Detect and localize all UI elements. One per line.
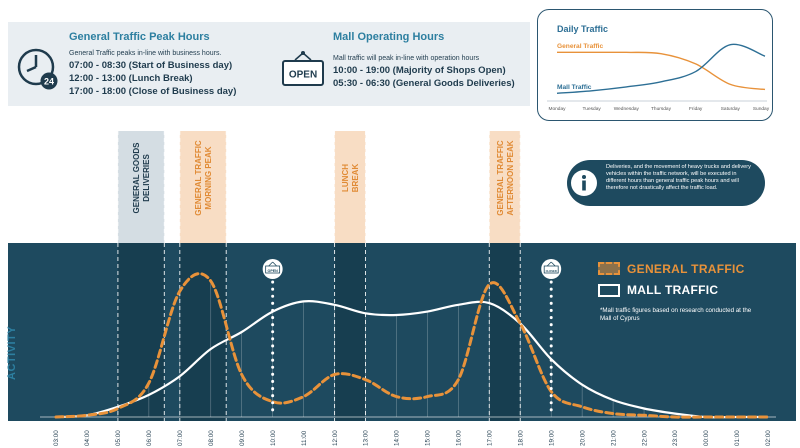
- x-tick-label: 12:00: [332, 430, 339, 446]
- mini-x-tick-label: Tuesday: [583, 106, 602, 112]
- x-tick-label: 11:00: [301, 430, 308, 446]
- mall-traffic-line: [55, 300, 768, 419]
- x-tick-label: 01:00: [734, 430, 741, 446]
- mini-x-tick-label: Friday: [689, 106, 703, 112]
- band-label-group: GENERAL TRAFFIC MORNING PEAK: [194, 140, 213, 216]
- sign-icon: [262, 259, 283, 279]
- legend-label-general: GENERAL TRAFFIC: [627, 262, 745, 276]
- peak-hours-line: 12:00 - 13:00 (Lunch Break): [69, 73, 193, 84]
- band-label: BREAK: [351, 164, 360, 193]
- peak-hours-line: 17:00 - 18:00 (Close of Business day): [69, 86, 237, 97]
- x-tick-label: 05:00: [115, 430, 122, 446]
- band-label: LUNCH: [341, 164, 350, 192]
- sign-icon-board: [543, 265, 559, 274]
- mini-general-traffic-line: [557, 51, 766, 91]
- daily-traffic-card: [537, 9, 773, 121]
- time-band-column: [489, 243, 521, 421]
- band-label-group: GENERAL TRAFFIC AFTERNOON PEAK: [496, 140, 515, 216]
- x-tick-label: 06:00: [146, 430, 153, 446]
- open-sign-text: OPEN: [289, 70, 317, 81]
- daily-traffic-chart: Daily Traffic General Traffic Mall Traffic…: [547, 24, 770, 112]
- x-tick-label: 17:00: [487, 430, 494, 446]
- info-text: Deliveries, and the movement of heavy tr…: [606, 164, 751, 191]
- sign-icon-hanger: [268, 261, 273, 267]
- info-band: [8, 22, 530, 106]
- mini-x-tick-label: Monday: [548, 106, 566, 112]
- mini-x-tick-label: Wednesday: [614, 106, 640, 112]
- sign-icon-hanger: [272, 261, 277, 267]
- mall-hours-line: 10:00 - 19:00 (Majority of Shops Open): [333, 65, 506, 76]
- sign-icon-board: [265, 265, 281, 274]
- x-tick-label: 10:00: [270, 430, 277, 446]
- band-label: GENERAL GOODS: [132, 142, 141, 214]
- info-callout: [567, 160, 765, 206]
- chart-footnote: *Mall traffic figures based on research …: [600, 307, 752, 322]
- x-tick-label: 22:00: [641, 430, 648, 446]
- time-band-column: [179, 243, 227, 421]
- x-tick-label: 20:00: [579, 430, 586, 446]
- time-band: [179, 131, 227, 243]
- mall-hours-line: 05:30 - 06:30 (General Goods Deliveries): [333, 78, 515, 89]
- mini-mall-traffic-line: [556, 43, 766, 95]
- x-tick-label: 16:00: [456, 430, 463, 446]
- x-tick-label: 07:00: [177, 430, 184, 446]
- sign-icon-hanger: [546, 261, 552, 267]
- peak-hours-title: General Traffic Peak Hours: [69, 31, 210, 43]
- band-label-group: GENERAL GOODS DELIVERIES: [132, 142, 151, 214]
- mall-hours-title: Mall Operating Hours: [333, 31, 445, 43]
- x-tick-label: 21:00: [610, 430, 617, 446]
- main-panel-bg: [8, 243, 796, 421]
- time-band: [334, 131, 366, 243]
- band-label: MORNING PEAK: [204, 146, 213, 209]
- band-label: AFTERNOON PEAK: [506, 140, 515, 215]
- open-sign-icon: OPEN: [282, 51, 324, 86]
- x-tick-label: 15:00: [425, 430, 432, 446]
- legend-label-mall: MALL TRAFFIC: [627, 283, 719, 297]
- general-traffic-line: [54, 272, 770, 419]
- legend-swatch-general: [598, 262, 620, 275]
- band-label-group: LUNCH BREAK: [341, 164, 360, 193]
- x-tick-label: 19:00: [548, 430, 555, 446]
- time-band: [489, 131, 521, 243]
- x-tick-label: 18:00: [517, 430, 524, 446]
- clock-24-icon: 24: [17, 48, 58, 90]
- band-label: GENERAL TRAFFIC: [496, 140, 505, 216]
- mini-x-tick-label: Saturday: [721, 106, 741, 112]
- sign-icon: [541, 259, 562, 279]
- mini-x-tick-label: Sunday: [753, 106, 770, 112]
- band-label: DELIVERIES: [142, 154, 151, 202]
- x-tick-label: 08:00: [208, 430, 215, 446]
- x-tick-label: 13:00: [363, 430, 370, 446]
- mini-series-label: General Traffic: [557, 43, 604, 50]
- mini-series-label: Mall Traffic: [557, 84, 592, 91]
- x-tick-label: 03:00: [53, 430, 60, 446]
- info-icon: [571, 170, 597, 196]
- band-label: GENERAL TRAFFIC: [194, 140, 203, 216]
- activity-axis-label: ACTIVITY: [6, 325, 18, 380]
- time-band-column: [334, 243, 366, 421]
- peak-hours-line: 07:00 - 08:30 (Start of Business day): [69, 60, 233, 71]
- mall-hours-note: Mall traffic will peak in-line with oper…: [333, 55, 480, 62]
- x-tick-label: 02:00: [765, 430, 772, 446]
- time-band: [117, 131, 165, 243]
- x-tick-label: 23:00: [672, 430, 679, 446]
- clock-badge: 24: [44, 77, 54, 87]
- x-tick-label: 09:00: [239, 430, 246, 446]
- marker-label: CLOSED: [546, 269, 557, 273]
- mini-x-tick-label: Thursday: [651, 106, 672, 112]
- mini-chart-title: Daily Traffic: [557, 24, 608, 34]
- marker-label: OPEN: [268, 269, 279, 273]
- sign-icon-hanger: [550, 261, 556, 267]
- peak-hours-note: General Traffic peaks in-line with busin…: [69, 50, 222, 57]
- x-tick-label: 00:00: [703, 430, 710, 446]
- x-tick-label: 14:00: [394, 430, 401, 446]
- x-tick-label: 04:00: [84, 430, 91, 446]
- legend-swatch-mall: [598, 284, 620, 297]
